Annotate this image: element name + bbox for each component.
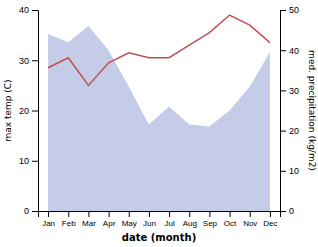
tick: May	[122, 211, 137, 228]
tick-label: Jul	[164, 219, 174, 228]
tick-label: 10	[19, 156, 29, 166]
area	[48, 26, 270, 211]
tick: 50	[280, 5, 299, 15]
tick-label: Jun	[143, 219, 156, 228]
tick: Feb	[62, 211, 76, 228]
plot-area: Jan Feb Mar Apr May Jun Jul Aug Sep Oct Nov Dec 0 10 2…	[19, 5, 299, 227]
tick-label: Nov	[243, 219, 257, 228]
tick: Aug	[183, 211, 197, 228]
axis-line	[39, 212, 281, 218]
tick: 10	[280, 166, 299, 176]
tick: Jul	[164, 211, 174, 228]
tick-label: 40	[289, 46, 299, 56]
tick-mark	[280, 90, 286, 91]
tick-mark	[280, 50, 286, 51]
tick-mark	[250, 211, 251, 217]
line	[48, 15, 270, 85]
tick-mark	[149, 211, 150, 217]
tick-label: 20	[19, 106, 29, 116]
tick-mark	[230, 211, 231, 217]
marks	[48, 15, 270, 211]
axis-line	[32, 11, 39, 212]
tick: 20	[280, 126, 299, 136]
tick-mark	[280, 211, 286, 212]
tick-label: Sep	[203, 219, 218, 228]
tick: 40	[19, 5, 38, 15]
tick: Jan	[42, 211, 55, 228]
tick-label: 0	[289, 206, 294, 216]
tick-mark	[169, 211, 170, 217]
tick-mark	[32, 111, 38, 112]
tick-label: 30	[289, 86, 299, 96]
tick: 30	[280, 86, 299, 96]
y2-axis-title: med. precipitation (kg/m2)	[307, 50, 317, 171]
chart: Jan Feb Mar Apr May Jun Jul Aug Sep Oct Nov Dec 0 10 2…	[0, 0, 318, 247]
tick-mark	[129, 211, 130, 217]
tick: 20	[19, 106, 38, 116]
tick-label: Aug	[183, 219, 197, 228]
tick-mark	[280, 131, 286, 132]
tick: Nov	[243, 211, 257, 228]
tick: Jun	[143, 211, 156, 228]
tick-label: 40	[19, 5, 29, 15]
tick-mark	[32, 211, 38, 212]
tick: 10	[19, 156, 38, 166]
tick: Sep	[203, 211, 218, 228]
tick-mark	[32, 10, 38, 11]
tick: Apr	[103, 211, 116, 228]
tick-label: Oct	[224, 219, 237, 228]
tick-mark	[280, 171, 286, 172]
tick-mark	[280, 10, 286, 11]
tick-mark	[88, 211, 89, 217]
tick-label: 30	[19, 56, 29, 66]
tick-mark	[68, 211, 69, 217]
tick-label: Apr	[103, 219, 116, 228]
tick-mark	[209, 211, 210, 217]
y2-axis: 0 10 20 30 40 50	[280, 5, 299, 216]
tick-mark	[109, 211, 110, 217]
tick-label: 20	[289, 126, 299, 136]
tick-label: 10	[289, 166, 299, 176]
y-axis: 0 10 20 30 40	[19, 5, 39, 216]
tick-label: 0	[24, 206, 29, 216]
tick-label: 50	[289, 5, 299, 15]
tick: Mar	[82, 211, 96, 228]
tick: 0	[280, 206, 294, 216]
x-axis-title: date (month)	[122, 232, 196, 243]
tick-mark	[48, 211, 49, 217]
tick-label: Mar	[82, 219, 96, 228]
tick-label: Jan	[42, 219, 55, 228]
tick: 30	[19, 56, 38, 66]
tick-label: Dec	[263, 219, 277, 228]
tick: Oct	[224, 211, 237, 228]
y-axis-title: max temp (C)	[3, 79, 13, 141]
x-axis: Jan Feb Mar Apr May Jun Jul Aug Sep Oct Nov Dec	[39, 211, 281, 228]
tick-label: Feb	[62, 219, 76, 228]
tick: Dec	[263, 211, 277, 228]
tick-mark	[32, 60, 38, 61]
axis-line	[281, 11, 287, 212]
tick: 0	[24, 206, 38, 216]
tick: 40	[280, 46, 299, 56]
tick-mark	[189, 211, 190, 217]
tick-mark	[270, 211, 271, 217]
tick-label: May	[122, 219, 137, 228]
tick-mark	[32, 161, 38, 162]
